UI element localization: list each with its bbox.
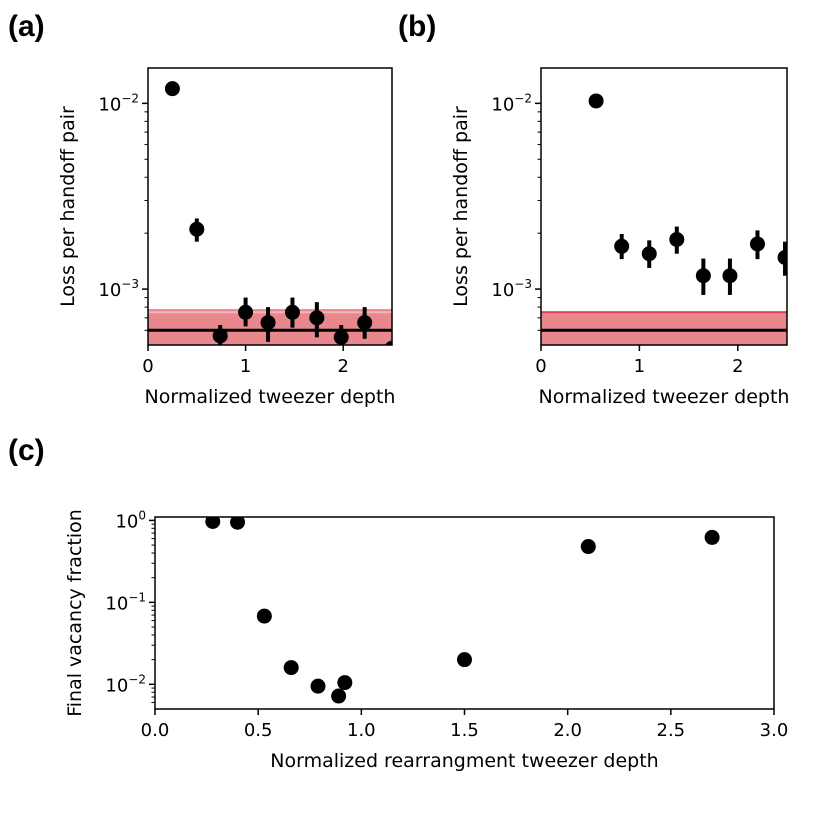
chart-c-point-4 (310, 678, 326, 694)
chart-b-point-1 (614, 238, 630, 254)
chart-c-ytick-label-0: 100 (115, 508, 146, 532)
chart-b-x-axis-label: Normalized tweezer depth (539, 386, 790, 408)
chart-a-y-axis-label: Loss per handoff pair (57, 106, 79, 307)
chart-a-point-0 (164, 81, 180, 97)
chart-b-ytick-label-0: 10−2 (491, 91, 532, 115)
chart-c-x-axis-label: Normalized rearrangment tweezer depth (270, 750, 658, 772)
chart-c: 0.0 0.5 1.0 1.5 2.0 2.5 3.0 100 10−1 10−2 Normaliz… (64, 508, 788, 772)
chart-c-point-0 (205, 517, 221, 529)
panel-b-label: (b) (398, 10, 436, 43)
chart-c-point-3 (283, 660, 299, 676)
chart-b-y-axis-label: Loss per handoff pair (450, 106, 472, 307)
chart-b-xtick-label-2: 2 (732, 356, 743, 377)
chart-a-point-6 (309, 310, 325, 326)
chart-b-point-4 (695, 268, 711, 284)
chart-a-point-8 (357, 315, 373, 331)
chart-c-point-7 (457, 652, 472, 668)
chart-c-xtick-label-3: 1.5 (450, 720, 479, 741)
chart-a-plot-area (148, 81, 392, 345)
chart-c-xtick-label-0: 0.0 (141, 720, 170, 741)
chart-a-xtick-label-1: 1 (240, 356, 251, 377)
chart-a: 0 1 2 10−2 10−3 Normalized tweezer depth Loss … (57, 67, 396, 408)
chart-c-point-5 (331, 688, 347, 704)
chart-c-point-8 (580, 539, 596, 555)
chart-b-point-0 (588, 93, 604, 109)
chart-c-point-9 (704, 529, 720, 545)
chart-c-frame (154, 516, 775, 710)
chart-c-xtick-label-4: 2.0 (553, 720, 582, 741)
chart-a-ytick-label-1: 10−3 (98, 277, 139, 301)
panel-c-label: (c) (8, 434, 45, 467)
chart-a-point-4 (260, 315, 276, 331)
chart-b: 0 1 2 10−2 10−3 Normalized tweezer depth Loss … (450, 67, 790, 408)
panel-a-label: (a) (8, 10, 45, 43)
chart-b-error-band (541, 311, 787, 345)
chart-a-point-2 (212, 328, 228, 344)
chart-c-point-6 (337, 675, 353, 691)
chart-c-xtick-label-2: 1.0 (347, 720, 376, 741)
chart-c-plot-area (205, 517, 720, 704)
chart-a-xtick-label-0: 0 (142, 356, 153, 377)
chart-c-ytick-label-1: 10−1 (105, 590, 146, 614)
chart-b-point-6 (749, 236, 765, 252)
chart-a-x-axis-label: Normalized tweezer depth (145, 386, 396, 408)
chart-a-point-3 (238, 304, 254, 320)
chart-c-y-axis-label: Final vacancy fraction (64, 509, 86, 717)
chart-a-ytick-label-0: 10−2 (98, 91, 139, 115)
chart-a-point-5 (284, 304, 300, 320)
chart-b-point-7 (777, 249, 787, 265)
chart-c-ytick-label-2: 10−2 (105, 672, 146, 696)
chart-c-xtick-label-5: 2.5 (657, 720, 686, 741)
chart-b-plot-area (541, 93, 787, 345)
chart-c-point-1 (230, 517, 246, 530)
chart-a-frame (147, 67, 393, 346)
chart-b-xtick-label-1: 1 (634, 356, 645, 377)
chart-b-xtick-label-0: 0 (535, 356, 546, 377)
chart-a-point-9 (385, 340, 392, 345)
chart-b-point-5 (722, 268, 738, 284)
chart-b-point-3 (669, 231, 685, 247)
chart-b-ytick-label-1: 10−3 (491, 277, 532, 301)
chart-c-point-2 (256, 608, 272, 624)
chart-b-frame (540, 67, 788, 346)
chart-a-point-7 (333, 329, 349, 345)
chart-a-xtick-label-2: 2 (337, 356, 348, 377)
chart-b-point-2 (641, 246, 657, 262)
chart-c-xtick-label-6: 3.0 (760, 720, 789, 741)
chart-a-point-1 (189, 221, 205, 237)
chart-c-xtick-label-1: 0.5 (244, 720, 273, 741)
